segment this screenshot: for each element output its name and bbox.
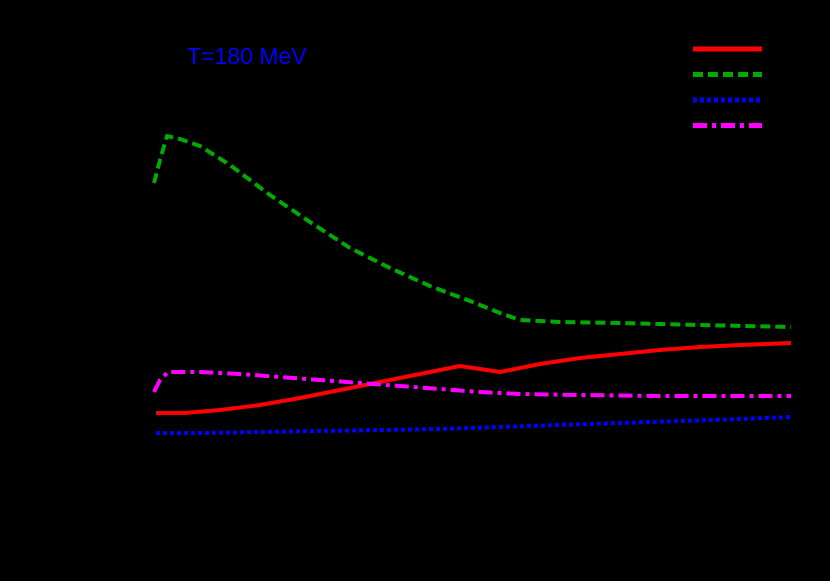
temperature-annotation: T=180 MeV (187, 43, 307, 69)
plot-series (152, 134, 792, 435)
series-line-1 (156, 341, 792, 415)
series-line-2 (152, 134, 792, 329)
series-line-4 (152, 370, 791, 398)
legend (693, 46, 762, 128)
series-line-3 (156, 415, 792, 435)
